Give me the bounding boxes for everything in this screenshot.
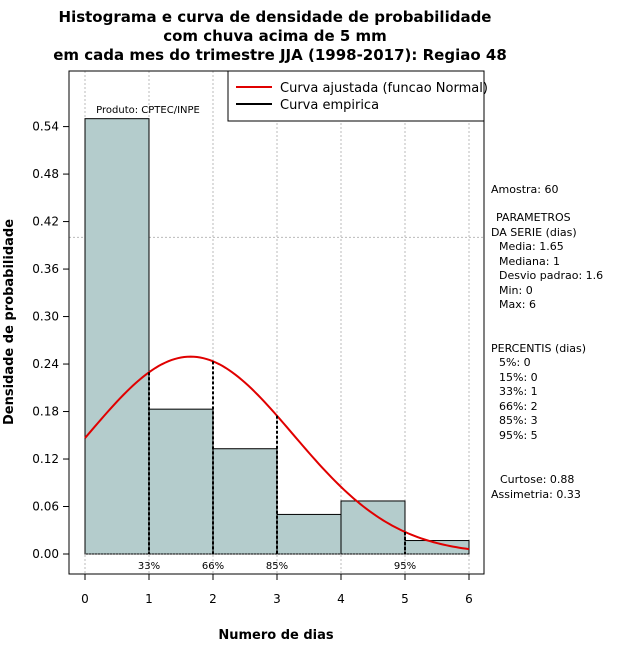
stat-p95: 95%: 5 xyxy=(499,429,538,442)
legend: Curva ajustada (funcao Normal) Curva emp… xyxy=(227,70,488,122)
percentile-label-85: 85% xyxy=(266,561,288,572)
x-tick-label-1: 1 xyxy=(145,592,153,606)
x-tick-label-0: 0 xyxy=(81,592,89,606)
stat-p33: 33%: 1 xyxy=(499,385,538,398)
x-tick-label-6: 6 xyxy=(465,592,473,606)
y-tick-label-0.00: 0.00 xyxy=(32,547,59,561)
x-tick-label-2: 2 xyxy=(209,592,217,606)
stat-max: Max: 6 xyxy=(499,298,536,311)
y-tick-label-0.30: 0.30 xyxy=(32,310,59,324)
stat-param-header-1: PARAMETROS xyxy=(496,211,571,224)
histogram-bar-2 xyxy=(212,448,278,555)
percentile-label-33: 33% xyxy=(138,561,160,572)
percentile-label-95: 95% xyxy=(394,561,416,572)
histogram-bar-3 xyxy=(276,513,342,555)
y-tick-label-0.06: 0.06 xyxy=(32,500,59,514)
percentile-label-66: 66% xyxy=(202,561,224,572)
stat-min: Min: 0 xyxy=(499,284,533,297)
stat-curtose: Curtose: 0.88 xyxy=(500,473,574,486)
y-tick-label-0.36: 0.36 xyxy=(32,262,59,276)
x-axis-label: Numero de dias xyxy=(218,628,334,643)
stat-mediana: Mediana: 1 xyxy=(499,255,560,268)
stat-p85: 85%: 3 xyxy=(499,414,538,427)
x-tick-label-5: 5 xyxy=(401,592,409,606)
chart-title-line-2: com chuva acima de 5 mm xyxy=(163,27,387,45)
y-tick-label-0.54: 0.54 xyxy=(32,120,59,134)
legend-label-empirical: Curva empirica xyxy=(280,98,379,113)
stat-p15: 15%: 0 xyxy=(499,371,538,384)
y-tick-label-0.48: 0.48 xyxy=(32,167,59,181)
histogram-bar-0 xyxy=(84,118,150,555)
y-tick-label-0.18: 0.18 xyxy=(32,405,59,419)
legend-label-normal: Curva ajustada (funcao Normal) xyxy=(280,81,488,96)
y-tick-label-0.42: 0.42 xyxy=(32,215,59,229)
x-tick-label-3: 3 xyxy=(273,592,281,606)
stat-media: Media: 1.65 xyxy=(499,240,564,253)
y-tick-label-0.12: 0.12 xyxy=(32,452,59,466)
histogram-bar-1 xyxy=(148,408,214,555)
x-tick-label-4: 4 xyxy=(337,592,345,606)
stats-panel: Amostra: 60 PARAMETROS DA SERIE (dias) M… xyxy=(491,183,603,501)
stat-desvio: Desvio padrao: 1.6 xyxy=(499,269,603,282)
chart-title-line-3: em cada mes do trimestre JJA (1998-2017)… xyxy=(53,46,507,64)
stat-assimetria: Assimetria: 0.33 xyxy=(491,488,581,501)
y-axis-label: Densidade de probabilidade xyxy=(2,219,17,425)
percentile-lines: 33% 66% 85% 95% xyxy=(138,361,416,572)
stat-p66: 66%: 2 xyxy=(499,400,538,413)
chart-title-line-1: Histograma e curva de densidade de proba… xyxy=(59,8,492,26)
stat-percentis-header: PERCENTIS (dias) xyxy=(491,342,586,355)
stat-amostra: Amostra: 60 xyxy=(491,183,558,196)
stat-param-header-2: DA SERIE (dias) xyxy=(491,226,577,239)
axes: 0 1 2 3 4 5 6 0.00 0.06 0.12 0.18 0.24 0.30 0.36 0.42 0… xyxy=(32,120,473,606)
product-label: Produto: CPTEC/INPE xyxy=(96,105,200,116)
y-tick-label-0.24: 0.24 xyxy=(32,357,59,371)
stat-p5: 5%: 0 xyxy=(499,356,531,369)
legend-box xyxy=(227,70,485,122)
